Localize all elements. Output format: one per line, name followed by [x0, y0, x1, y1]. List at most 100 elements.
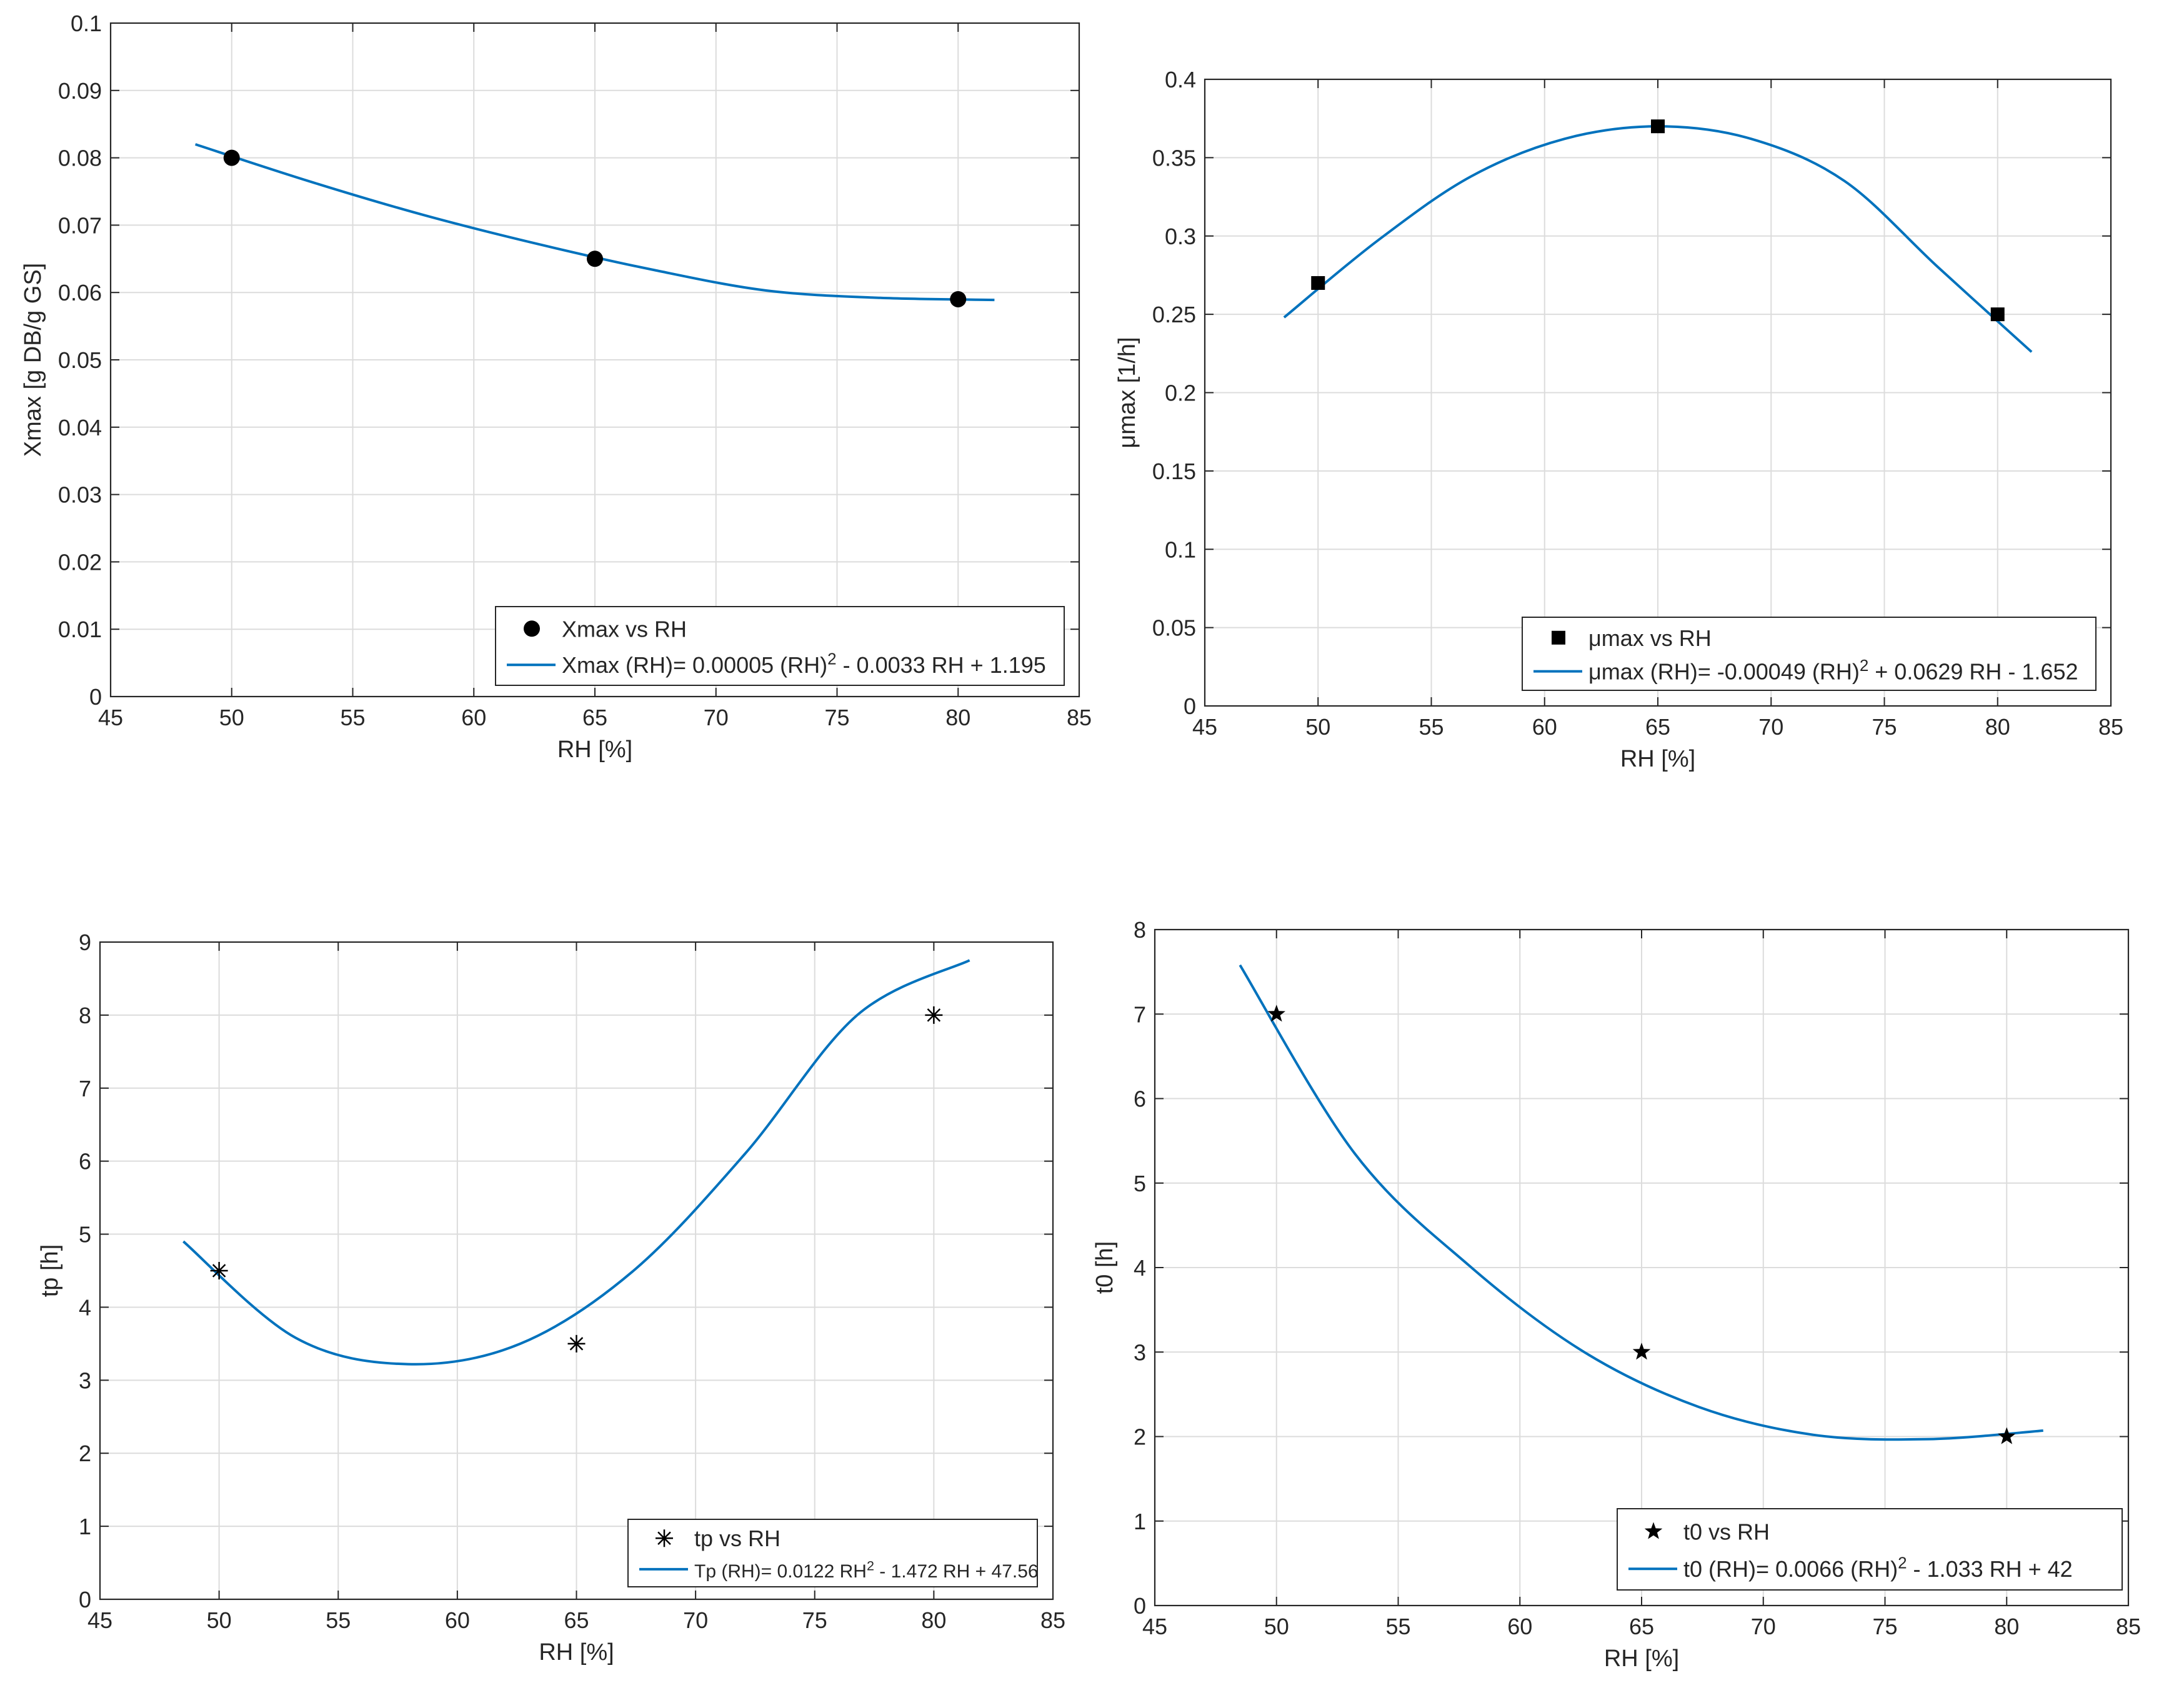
legend: μmax vs RH μmax (RH)= -0.00049 (RH)2 + 0.…	[1522, 617, 2097, 691]
y-tick-label: 3	[1134, 1339, 1146, 1365]
legend-entry-fit: Xmax (RH)= 0.00005 (RH)2 - 0.0033 RH + 1…	[562, 651, 1046, 678]
x-tick-label: 55	[1419, 714, 1444, 740]
x-tick-label: 70	[1758, 714, 1783, 740]
legend-box	[627, 1519, 1038, 1587]
x-tick-label: 50	[219, 705, 244, 730]
y-tick-label: 0.3	[1165, 224, 1196, 249]
y-tick-label: 7	[79, 1076, 91, 1101]
y-tick-label: 0.05	[58, 347, 102, 373]
data-point	[587, 251, 603, 267]
y-tick-label: 0.35	[1152, 145, 1196, 171]
y-tick-label: 1	[79, 1514, 91, 1539]
legend-box	[1522, 617, 2097, 691]
y-tick-label: 0.1	[71, 11, 102, 36]
x-tick-label: 85	[1040, 1607, 1065, 1633]
data-point	[1311, 276, 1325, 290]
y-axis-label: t0 [h]	[1092, 1241, 1118, 1294]
y-tick-label: 4	[1134, 1255, 1146, 1281]
y-tick-label: 5	[1134, 1171, 1146, 1196]
x-axis-label: RH [%]	[557, 737, 632, 763]
y-tick-label: 1	[1134, 1509, 1146, 1534]
legend-marker	[524, 620, 540, 637]
x-tick-label: 85	[1067, 705, 1092, 730]
x-tick-label: 75	[1872, 1614, 1897, 1639]
y-tick-label: 0.02	[58, 549, 102, 575]
x-tick-label: 55	[326, 1607, 351, 1633]
y-tick-label: 0.4	[1165, 67, 1196, 92]
data-point	[1990, 307, 2005, 322]
y-tick-label: 0	[1134, 1593, 1146, 1619]
x-axis-label: RH [%]	[1620, 746, 1695, 772]
y-tick-label: 0.2	[1165, 380, 1196, 406]
legend: tp vs RH Tp (RH)= 0.0122 RH2 - 1.472 RH +…	[627, 1519, 1039, 1587]
y-axis-label: Xmax [g DB/g GS]	[20, 263, 46, 457]
data-point	[1651, 119, 1665, 134]
x-tick-label: 45	[87, 1607, 112, 1633]
y-tick-label: 0.09	[58, 78, 102, 104]
legend-entry-points: tp vs RH	[694, 1526, 780, 1551]
x-tick-label: 65	[1645, 714, 1670, 740]
x-axis-label: RH [%]	[539, 1639, 614, 1666]
legend-entry-points: Xmax vs RH	[562, 616, 687, 642]
y-tick-label: 0.1	[1165, 537, 1196, 562]
x-tick-label: 75	[1872, 714, 1897, 740]
fit-curve	[1239, 964, 2043, 1441]
y-axis-label: μmax [1/h]	[1114, 337, 1140, 448]
y-tick-label: 3	[79, 1368, 91, 1393]
x-tick-label: 80	[921, 1607, 946, 1633]
legend-marker	[656, 1529, 673, 1547]
y-tick-label: 0.08	[58, 146, 102, 171]
data-point	[1267, 1005, 1285, 1022]
x-tick-label: 60	[1507, 1614, 1532, 1639]
x-tick-label: 65	[582, 705, 607, 730]
y-tick-label: 2	[79, 1441, 91, 1466]
legend-entry-fit: μmax (RH)= -0.00049 (RH)2 + 0.0629 RH - …	[1588, 657, 2078, 685]
y-tick-label: 6	[1134, 1086, 1146, 1112]
x-tick-label: 50	[1305, 714, 1330, 740]
legend-box	[1617, 1508, 2123, 1591]
x-tick-label: 80	[945, 705, 970, 730]
data-point	[950, 290, 967, 307]
x-tick-label: 80	[1994, 1614, 2019, 1639]
y-tick-label: 0.01	[58, 617, 102, 642]
legend-entry-points: t0 vs RH	[1683, 1519, 1770, 1544]
data-point	[1998, 1427, 2016, 1444]
legend: t0 vs RH t0 (RH)= 0.0066 (RH)2 - 1.033 RH…	[1617, 1508, 2123, 1591]
legend-marker	[1552, 630, 1565, 645]
legend-marker	[1644, 1522, 1663, 1539]
chart-panel-2: 45 50 55 60 65 70 75 80 85 0 0.05 0.1 0.15 0.2 0.25 0.3…	[1114, 67, 2123, 772]
x-tick-label: 85	[2098, 714, 2123, 740]
fit-curve	[182, 959, 970, 1366]
y-tick-label: 0.15	[1152, 459, 1196, 484]
x-tick-label: 65	[1629, 1614, 1654, 1639]
x-tick-label: 60	[445, 1607, 470, 1633]
x-tick-label: 55	[340, 705, 365, 730]
y-tick-label: 9	[79, 930, 91, 955]
y-tick-label: 0	[89, 684, 102, 710]
y-tick-label: 8	[1134, 917, 1146, 943]
legend-entry-fit: Tp (RH)= 0.0122 RH2 - 1.472 RH + 47.56	[694, 1558, 1039, 1582]
y-tick-label: 6	[79, 1149, 91, 1174]
y-tick-label: 0.03	[58, 482, 102, 508]
y-tick-label: 0.05	[1152, 615, 1196, 641]
x-axis-label: RH [%]	[1604, 1646, 1679, 1672]
y-tick-label: 0.06	[58, 280, 102, 305]
x-tick-label: 50	[1264, 1614, 1289, 1639]
x-tick-label: 70	[683, 1607, 708, 1633]
y-tick-label: 0.25	[1152, 302, 1196, 327]
y-tick-label: 8	[79, 1003, 91, 1028]
legend-box	[495, 606, 1065, 686]
y-tick-label: 4	[79, 1294, 91, 1320]
y-tick-label: 0	[1184, 693, 1196, 719]
x-tick-label: 60	[461, 705, 486, 730]
y-tick-label: 7	[1134, 1001, 1146, 1027]
y-tick-label: 0.07	[58, 212, 102, 238]
x-tick-label: 50	[207, 1607, 232, 1633]
x-tick-label: 70	[1751, 1614, 1776, 1639]
x-tick-label: 65	[564, 1607, 589, 1633]
y-axis-label: tp [h]	[37, 1244, 63, 1298]
x-tick-label: 55	[1385, 1614, 1410, 1639]
